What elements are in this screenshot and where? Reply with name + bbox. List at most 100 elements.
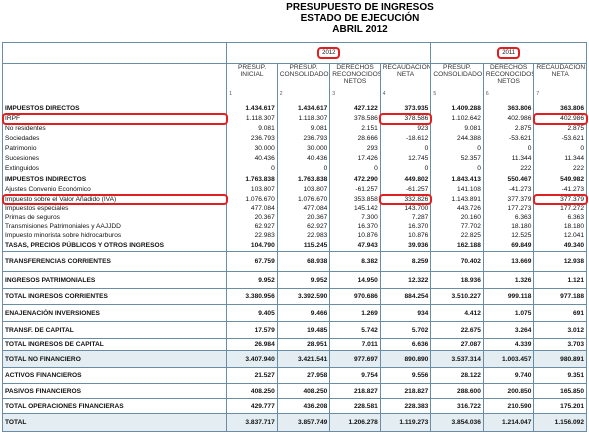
cell: 9.405 xyxy=(226,304,278,322)
cell: 40.436 xyxy=(276,153,330,164)
cell: 0 xyxy=(482,143,534,154)
cell: 0 xyxy=(430,163,484,174)
cell: 1.763.838 xyxy=(276,173,330,185)
cell: 0 xyxy=(329,163,381,174)
cell: 1.434.617 xyxy=(226,103,278,114)
cell: 429.777 xyxy=(226,398,278,414)
row-label: Patrimonio xyxy=(1,143,227,154)
blank xyxy=(1,97,227,104)
cell: 39.936 xyxy=(379,239,431,252)
data-row: Ajustes Convenio Económico 103.807 103.807… xyxy=(1,184,587,195)
cell: 115.245 xyxy=(276,239,330,252)
year: 2012 xyxy=(317,47,341,59)
row-label: ACTIVOS FINANCIEROS xyxy=(1,367,227,384)
cell: 12.745 xyxy=(379,153,431,164)
blank xyxy=(482,97,534,104)
cell: 13.669 xyxy=(482,251,534,272)
cell: 40.436 xyxy=(226,153,278,164)
column-header: DERECHOS RECONOCIDOS NETOS xyxy=(329,63,381,90)
row-label: Impuestos especiales xyxy=(1,203,227,213)
cell: 9.351 xyxy=(533,367,587,384)
cell: 472.290 xyxy=(329,173,381,185)
cell: 2.875 xyxy=(482,123,534,134)
data-row: ACTIVOS FINANCIEROS 21.527 27.958 9.754 9.55… xyxy=(1,367,587,384)
cell: 970.686 xyxy=(329,288,381,305)
cell: 363.806 xyxy=(482,103,534,114)
blank xyxy=(226,97,278,104)
row-label: Primas de seguros xyxy=(1,212,227,222)
cell: 12.525 xyxy=(482,230,534,240)
cell: 9.952 xyxy=(226,271,278,289)
cell: 477.084 xyxy=(276,203,330,213)
cell: 4.339 xyxy=(482,338,534,351)
cell: 30.000 xyxy=(276,143,330,154)
cell: 3.510.227 xyxy=(430,288,484,305)
column-number: 2 xyxy=(276,89,330,98)
column-number: 4 xyxy=(379,89,431,98)
cell: 70.402 xyxy=(430,251,484,272)
cell: 377.379 xyxy=(532,193,588,205)
cell: 443.726 xyxy=(430,203,484,213)
cell: 5.702 xyxy=(379,321,431,339)
data-row: IMPUESTOS DIRECTOS 1.434.617 1.434.617 427.… xyxy=(1,103,587,114)
cell: 16.370 xyxy=(379,221,431,231)
blank xyxy=(1,63,227,90)
cell: 4.412 xyxy=(430,304,484,322)
cell: 18.180 xyxy=(482,221,534,231)
cell: 12.938 xyxy=(533,251,587,272)
cell: 62.927 xyxy=(276,221,330,231)
cell: 9.740 xyxy=(482,367,534,384)
cell: 17.579 xyxy=(226,321,278,339)
cell: 6.363 xyxy=(482,212,534,222)
row-label: Extinguidos xyxy=(1,163,227,174)
cell: 408.250 xyxy=(276,383,330,399)
cell: 1.763.838 xyxy=(226,173,278,185)
cell: 0 xyxy=(379,163,431,174)
cell: 165.850 xyxy=(533,383,587,399)
cell: 12.322 xyxy=(379,271,431,289)
cell: 27.958 xyxy=(276,367,330,384)
cell: 1.076.670 xyxy=(226,194,278,204)
cell: 1.206.278 xyxy=(329,413,381,432)
spacer xyxy=(1,97,587,104)
cell: 373.935 xyxy=(379,103,431,114)
cell: 222 xyxy=(533,163,587,174)
cell: 103.807 xyxy=(226,184,278,195)
budget-table: 2012 2011 PRESUP. INICIAL PRESUP. CONSOLIDA… xyxy=(1,42,588,432)
cell: 332.826 xyxy=(379,193,432,205)
cell: 3.264 xyxy=(482,321,534,339)
cell: 18.180 xyxy=(533,221,587,231)
cell: 3.392.590 xyxy=(276,288,330,305)
cell: 3.407.940 xyxy=(226,350,278,368)
cell: 8.259 xyxy=(379,251,431,272)
cell: 145.142 xyxy=(329,203,381,213)
data-row: Sucesiones 40.436 40.436 17.426 12.745 52.357… xyxy=(1,153,587,164)
row-label: ENAJENACIÓN INVERSIONES xyxy=(1,304,227,322)
cell: -41.273 xyxy=(533,184,587,195)
row-label: TOTAL INGRESOS DE CAPITAL xyxy=(1,338,227,351)
cell: 1.121 xyxy=(533,271,587,289)
cell: 0 xyxy=(430,143,484,154)
cell: 0 xyxy=(533,143,587,154)
cell: 49.340 xyxy=(533,239,587,252)
data-row: TRANSFERENCIAS CORRIENTES 67.759 68.938 8.3… xyxy=(1,251,587,272)
cell: 9.952 xyxy=(276,271,330,289)
cell: 7.011 xyxy=(329,338,381,351)
year-row: 2012 2011 xyxy=(1,42,587,64)
cell: 28.122 xyxy=(430,367,484,384)
row-label: Ajustes Convenio Económico xyxy=(1,184,227,195)
row-label: TRANSFERENCIAS CORRIENTES xyxy=(1,251,227,272)
cell: 1.118.307 xyxy=(276,113,330,124)
cell: 3.703 xyxy=(533,338,587,351)
cell: 244.388 xyxy=(430,133,484,144)
row-label: No residentes xyxy=(1,123,227,134)
cell: 22.675 xyxy=(430,321,484,339)
cell: 691 xyxy=(533,304,587,322)
cell: 177.273 xyxy=(482,203,534,213)
cell: 10.876 xyxy=(379,230,431,240)
cell: 228.581 xyxy=(329,398,381,414)
cell: 1.003.457 xyxy=(482,350,534,368)
data-row: Impuesto sobre el Valor Añadido (IVA) 1.0… xyxy=(1,193,588,205)
cell: 378.586 xyxy=(379,112,432,125)
